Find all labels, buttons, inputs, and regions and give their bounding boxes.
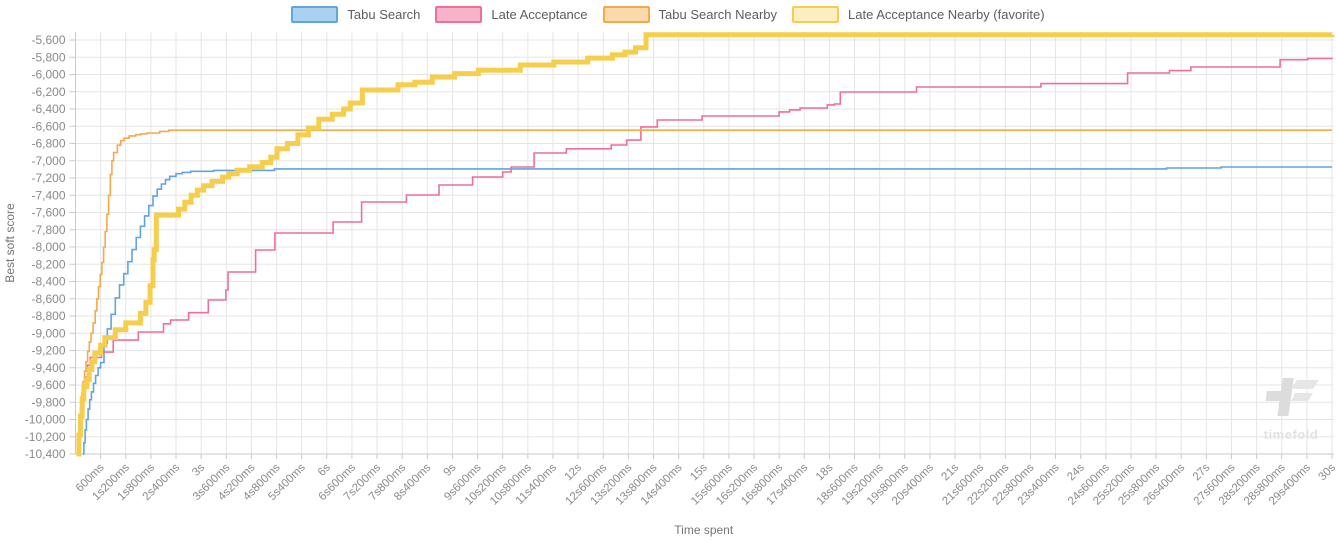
x-axis-title: Time spent <box>674 523 734 537</box>
x-tick-label: 21s <box>940 461 962 483</box>
x-tick-label: 30s <box>1317 461 1336 483</box>
y-tick-label: -9,600 <box>31 378 65 392</box>
legend-item-tabu-search-nearby[interactable]: Tabu Search Nearby <box>602 6 778 23</box>
legend-swatch <box>602 6 650 23</box>
y-tick-label: -8,200 <box>31 257 65 271</box>
y-axis-title: Best soft score <box>3 203 17 283</box>
x-tick-label: 24s <box>1065 461 1087 483</box>
x-tick-label: 12s <box>563 461 585 483</box>
series-line-late-acceptance <box>78 57 1333 455</box>
x-tick-label: 27s <box>1191 461 1213 483</box>
y-tick-label: -7,400 <box>31 188 65 202</box>
y-tick-label: -10,000 <box>25 413 66 427</box>
legend-swatch <box>291 6 339 23</box>
y-tick-label: -8,600 <box>31 292 65 306</box>
series-lines <box>76 32 1335 457</box>
y-tick-label: -9,000 <box>31 326 65 340</box>
legend-item-label: Late Acceptance <box>491 7 588 22</box>
y-tick-label: -8,400 <box>31 275 65 289</box>
y-tick-label: -5,600 <box>31 33 65 47</box>
y-tick-label: -7,200 <box>31 171 65 185</box>
x-tick-label: 6s <box>316 461 333 478</box>
legend-item-late-acceptance[interactable]: Late Acceptance <box>435 6 588 23</box>
y-tick-label: -7,000 <box>31 154 65 168</box>
y-tick-label: -7,800 <box>31 223 65 237</box>
legend-swatch <box>792 6 840 23</box>
series-line-tabu-search-nearby <box>76 129 1332 455</box>
legend-item-late-acceptance-nearby-favorite[interactable]: Late Acceptance Nearby (favorite) <box>792 6 1045 23</box>
y-tick-label: -8,000 <box>31 240 65 254</box>
legend-item-tabu-search[interactable]: Tabu Search <box>291 6 420 23</box>
series-line-late-acceptance-nearby-favorite <box>76 32 1335 457</box>
y-tick-label: -6,800 <box>31 137 65 151</box>
y-tick-label: -9,200 <box>31 344 65 358</box>
legend-item-label: Tabu Search Nearby <box>658 7 778 22</box>
y-axis-tick-labels: -5,600 -5,800 -6,000 -6,200 -6,400 -6,600 -6,8… <box>25 33 66 461</box>
y-tick-label: -8,800 <box>31 309 65 323</box>
y-tick-label: -6,400 <box>31 102 65 116</box>
axes <box>69 32 1334 459</box>
x-tick-label: 15s <box>688 461 710 483</box>
y-tick-label: -10,400 <box>25 447 66 461</box>
y-tick-label: -5,800 <box>31 50 65 64</box>
legend-item-label: Tabu Search <box>347 7 421 22</box>
y-tick-label: -9,800 <box>31 395 65 409</box>
x-tick-label: 3s <box>190 461 207 478</box>
series-line-tabu-search <box>82 166 1332 455</box>
y-tick-label: -10,200 <box>25 430 66 444</box>
x-tick-label: 18s <box>814 461 836 483</box>
y-tick-label: -6,600 <box>31 119 65 133</box>
legend-item-label: Late Acceptance Nearby (favorite) <box>848 7 1045 22</box>
legend-swatch <box>435 6 483 23</box>
y-tick-label: -6,000 <box>31 68 65 82</box>
y-tick-label: -7,600 <box>31 206 65 220</box>
y-tick-label: -9,400 <box>31 361 65 375</box>
y-tick-label: -6,200 <box>31 85 65 99</box>
gridlines <box>75 32 1334 455</box>
chart-legend: Tabu Search Late Acceptance Tabu Search Ne… <box>0 6 1336 23</box>
x-tick-label: 9s <box>441 461 458 478</box>
